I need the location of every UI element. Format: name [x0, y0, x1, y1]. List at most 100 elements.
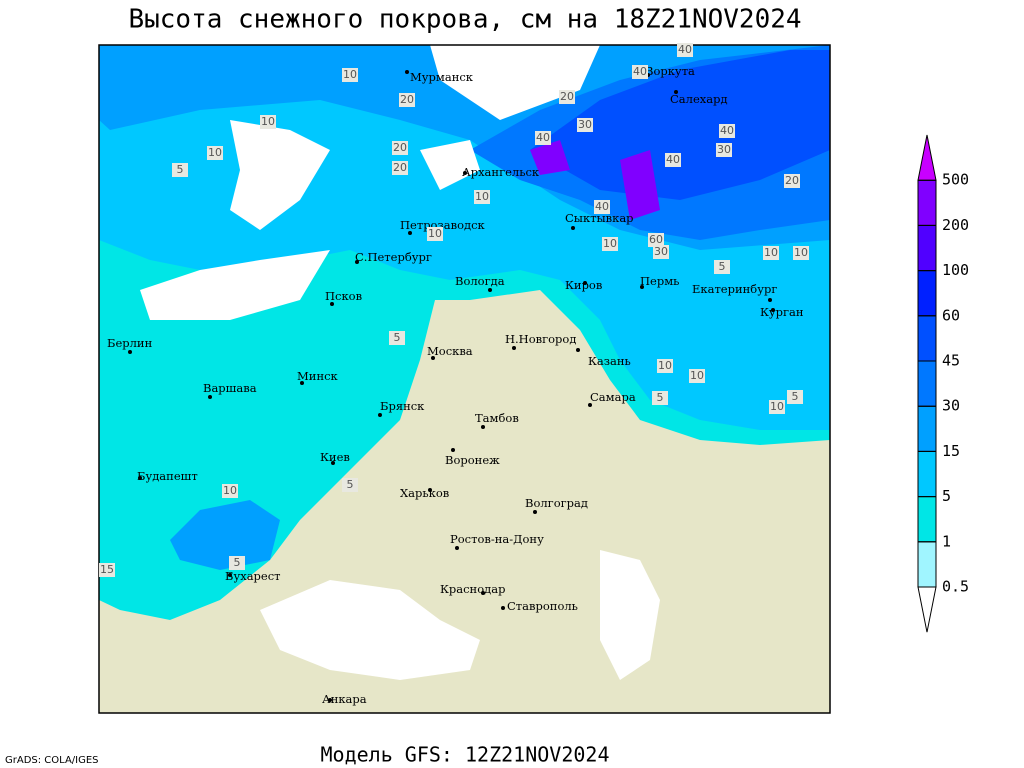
contour-label-bg — [577, 118, 593, 132]
city-dot — [331, 461, 335, 465]
contour-label: 20 — [400, 93, 414, 106]
caspian-sea — [600, 550, 660, 680]
colorbar-bottom — [917, 586, 937, 633]
city-label: Воронеж — [445, 453, 500, 467]
colorbar-label: 5 — [942, 487, 951, 505]
colorbar-label: 45 — [942, 352, 960, 370]
contour-label: 15 — [100, 563, 114, 576]
colorbar-segment — [917, 450, 937, 498]
colorbar-label: 1 — [942, 532, 951, 550]
colorbar-label: 100 — [942, 261, 969, 279]
contour-label: 10 — [690, 369, 704, 382]
contour-label: 20 — [393, 161, 407, 174]
city-dot — [455, 546, 459, 550]
snow-45 — [530, 50, 830, 200]
credit: GrADS: COLA/IGES — [5, 755, 99, 766]
colorbar-segment — [917, 224, 937, 272]
city-label: Самара — [590, 390, 636, 404]
contour-label-bg — [784, 174, 800, 188]
city-dot — [674, 90, 678, 94]
contour-label-bg — [793, 246, 809, 260]
contour-label-bg — [392, 161, 408, 175]
city-dot — [576, 348, 580, 352]
city-label: Екатеринбург — [692, 282, 777, 296]
city-dot — [583, 281, 587, 285]
contour-label-bg — [260, 115, 276, 129]
contour-label: 10 — [223, 484, 237, 497]
contour-label: 30 — [717, 143, 731, 156]
city-label: Минск — [297, 369, 339, 383]
contour-label: 20 — [560, 90, 574, 103]
contour-label: 5 — [234, 556, 241, 569]
city-label: Казань — [588, 354, 631, 368]
black-sea — [260, 580, 480, 680]
city-label: Киев — [320, 450, 350, 464]
city-dot — [355, 260, 359, 264]
city-dot — [463, 171, 467, 175]
contour-label-bg — [602, 237, 618, 251]
contour-label-bg — [559, 90, 575, 104]
contour-label: 5 — [719, 260, 726, 273]
contour-label: 10 — [343, 68, 357, 81]
city-dot — [431, 356, 435, 360]
city-label: Сыктывкар — [565, 211, 634, 225]
contour-label-bg — [427, 227, 443, 241]
contour-label-bg — [222, 484, 238, 498]
city-label: Харьков — [400, 486, 449, 500]
city-dot — [533, 510, 537, 514]
city-dot — [768, 298, 772, 302]
city-dot — [481, 591, 485, 595]
colorbar-label: 200 — [942, 216, 969, 234]
contour-label: 40 — [633, 65, 647, 78]
contour-label-bg — [342, 478, 358, 492]
contour-label-bg — [653, 245, 669, 259]
city-dot — [488, 288, 492, 292]
contour-label-bg — [535, 131, 551, 145]
city-dot — [330, 302, 334, 306]
colorbar-label: 60 — [942, 306, 960, 324]
contour-label: 10 — [428, 227, 442, 240]
city-label: Берлин — [107, 336, 153, 350]
city-label: Воркута — [645, 64, 695, 78]
city-label: Псков — [325, 289, 362, 303]
city-label: Н.Новгород — [505, 332, 576, 346]
contour-label-bg — [99, 563, 115, 577]
city-label: Ставрополь — [507, 599, 578, 613]
city-dot — [428, 488, 432, 492]
contour-label-bg — [229, 556, 245, 570]
city-label: Ростов-на-Дону — [450, 532, 544, 546]
contour-label: 20 — [785, 174, 799, 187]
city-label: Анкара — [322, 692, 367, 706]
contour-label: 40 — [595, 200, 609, 213]
colorbar-segment — [917, 405, 937, 452]
barents-white-sea — [420, 45, 600, 190]
city-dot — [571, 226, 575, 230]
city-label: Петрозаводск — [400, 218, 486, 232]
contour-label-bg — [787, 390, 803, 404]
colorbar-label: 500 — [942, 171, 969, 189]
map-frame — [98, 44, 831, 714]
contour-label-bg — [714, 260, 730, 274]
city-dot — [405, 70, 409, 74]
city-label: Краснодар — [440, 582, 505, 596]
city-dot — [588, 403, 592, 407]
city-label: Брянск — [380, 399, 425, 413]
city-label: Пермь — [640, 274, 679, 288]
title: Высота снежного покрова, см на 18Z21NOV2… — [128, 5, 801, 35]
contour-label-bg — [677, 43, 693, 57]
contour-label: 5 — [177, 163, 184, 176]
contour-label: 10 — [475, 190, 489, 203]
colorbar-segment — [917, 315, 937, 362]
city-label: Будапешт — [137, 469, 198, 483]
contour-label-bg — [665, 153, 681, 167]
contour-label-bg — [648, 233, 664, 247]
map — [98, 44, 831, 714]
contour-labels: 40 40 10 20 10 10 5 20 10 30 40 20 40 30 40 20 20 40 10 10 6… — [99, 43, 809, 577]
contour-label: 5 — [657, 391, 664, 404]
city-dot — [512, 346, 516, 350]
contour-label: 10 — [261, 115, 275, 128]
contour-label: 10 — [658, 359, 672, 372]
